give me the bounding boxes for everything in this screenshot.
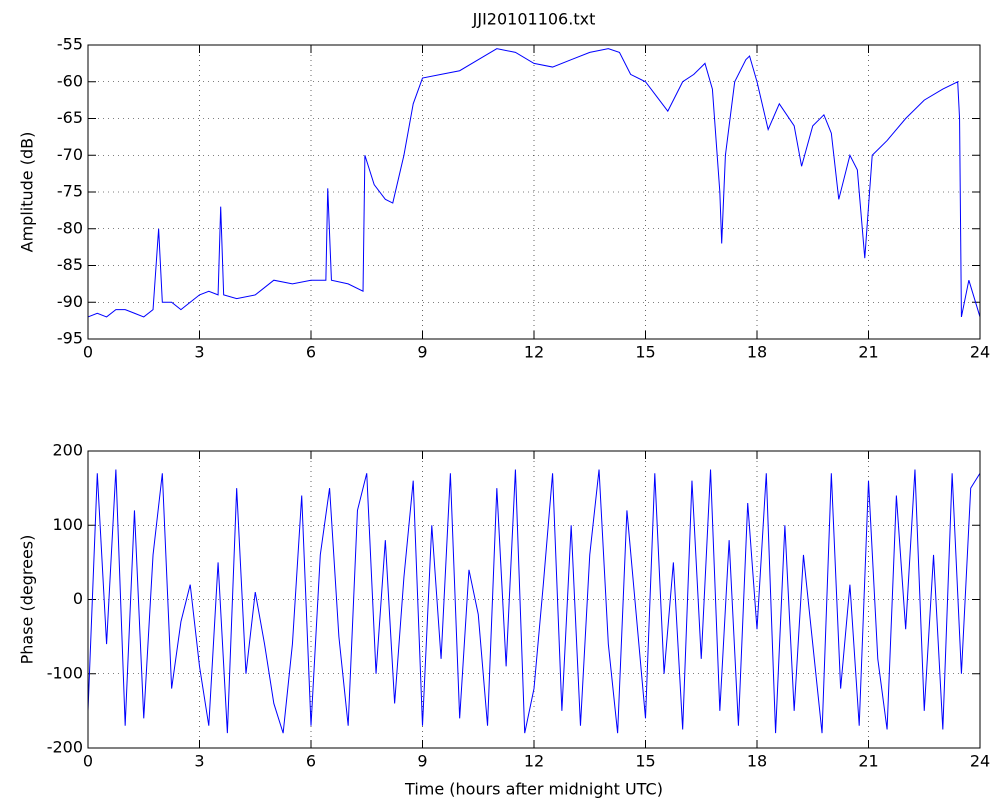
chart-title: JJI20101106.txt bbox=[472, 10, 596, 29]
y-axis-label: Amplitude (dB) bbox=[18, 132, 37, 253]
x-tick-label: 0 bbox=[83, 752, 93, 771]
x-tick-label: 3 bbox=[194, 343, 204, 362]
x-tick-label: 18 bbox=[747, 343, 767, 362]
y-tick-label: -85 bbox=[57, 255, 83, 274]
y-tick-label: -90 bbox=[57, 292, 83, 311]
x-tick-label: 6 bbox=[306, 343, 316, 362]
x-tick-label: 12 bbox=[524, 752, 544, 771]
x-tick-label: 9 bbox=[417, 752, 427, 771]
x-tick-label: 15 bbox=[635, 752, 655, 771]
y-tick-label: 0 bbox=[73, 589, 83, 608]
x-tick-label: 3 bbox=[194, 752, 204, 771]
axes-box bbox=[87, 44, 981, 340]
y-axis-label: Phase (degrees) bbox=[18, 535, 37, 665]
x-tick-label: 24 bbox=[970, 343, 990, 362]
y-tick-label: -95 bbox=[57, 329, 83, 348]
x-tick-label: 21 bbox=[858, 752, 878, 771]
y-tick-label: -80 bbox=[57, 218, 83, 237]
x-tick-label: 9 bbox=[417, 343, 427, 362]
x-tick-label: 15 bbox=[635, 343, 655, 362]
x-tick-label: 0 bbox=[83, 343, 93, 362]
data-line bbox=[87, 469, 981, 734]
y-tick-label: -70 bbox=[57, 145, 83, 164]
y-tick-label: -55 bbox=[57, 35, 83, 54]
data-line bbox=[87, 48, 981, 318]
x-tick-label: 21 bbox=[858, 343, 878, 362]
y-tick-label: -100 bbox=[47, 663, 83, 682]
y-tick-label: -65 bbox=[57, 108, 83, 127]
axes-box bbox=[87, 450, 981, 749]
y-tick-label: -75 bbox=[57, 182, 83, 201]
x-tick-label: 24 bbox=[970, 752, 990, 771]
y-tick-label: 200 bbox=[52, 441, 83, 460]
x-axis-label: Time (hours after midnight UTC) bbox=[404, 780, 663, 799]
y-tick-label: -200 bbox=[47, 738, 83, 757]
y-tick-label: -60 bbox=[57, 71, 83, 90]
x-tick-label: 18 bbox=[747, 752, 767, 771]
x-tick-label: 12 bbox=[524, 343, 544, 362]
y-tick-label: 100 bbox=[52, 515, 83, 534]
x-tick-label: 6 bbox=[306, 752, 316, 771]
